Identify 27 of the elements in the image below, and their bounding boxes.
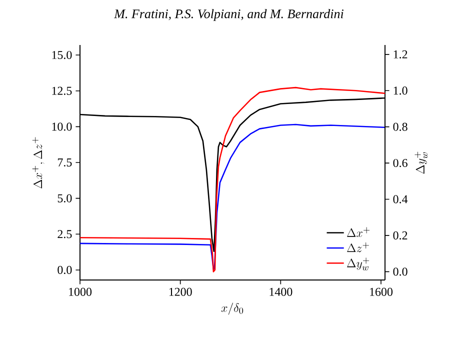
line-series bbox=[80, 124, 386, 270]
y-tick-label: 5.0 bbox=[58, 194, 72, 202]
x-tick-label: 1600 bbox=[370, 288, 393, 296]
legend-label: $\Delta y_w^+$ bbox=[347, 258, 370, 270]
y2-tick-label: 0.2 bbox=[393, 231, 408, 240]
y2-tick-label: 0.0 bbox=[393, 268, 408, 276]
chart-title: M. Fratini, P.S. Volpiani, and M. Bernardini bbox=[114, 9, 344, 21]
legend-label: $\Delta x^+$ bbox=[347, 227, 370, 237]
x-tick-label: 1000 bbox=[69, 288, 92, 296]
y2-tick-label: 0.8 bbox=[393, 122, 408, 131]
y2-tick-label: 1.2 bbox=[394, 50, 408, 58]
legend-label: $\Delta z^+$ bbox=[347, 242, 369, 252]
y2-tick-label: 0.4 bbox=[393, 195, 408, 204]
y-tick-label: 0.0 bbox=[58, 266, 72, 274]
y-tick-label: 15.0 bbox=[52, 50, 72, 60]
y2-tick-label: 1.0 bbox=[394, 86, 408, 95]
line-series bbox=[80, 86, 386, 272]
y2-tick-label: 0.6 bbox=[393, 158, 408, 168]
y-tick-label: 2.5 bbox=[58, 230, 72, 238]
y-tick-label: 7.5 bbox=[58, 158, 72, 167]
y2-axis-title: $\Delta y_w^+$ bbox=[414, 152, 428, 174]
y-axis-title: $\Delta x^+, \Delta z^+$ bbox=[32, 137, 44, 188]
x-tick-label: 1400 bbox=[270, 288, 292, 296]
y-tick-label: 10.0 bbox=[52, 122, 72, 131]
x-axis-title: $x/\delta_0$ bbox=[221, 302, 244, 315]
y-tick-label: 12.5 bbox=[52, 86, 72, 95]
x-tick-label: 1200 bbox=[169, 288, 192, 296]
